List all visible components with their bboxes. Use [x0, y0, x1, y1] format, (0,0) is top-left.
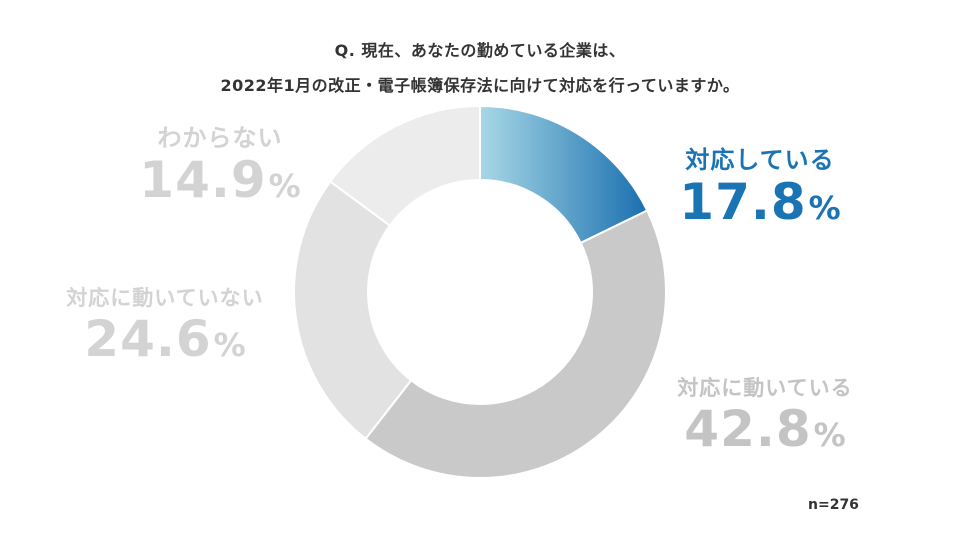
- slice-label-not-preparing: 対応に動いていない 24.6%: [40, 282, 290, 367]
- slice-label-responding-category: 対応している: [685, 146, 835, 174]
- slice-label-unknown-unit: %: [268, 167, 301, 205]
- slice-label-responding-percent: 17.8%: [660, 175, 860, 230]
- slice-label-preparing-value: 42.8: [684, 400, 812, 458]
- slice-label-unknown-value: 14.9: [139, 151, 267, 209]
- slice-label-not-preparing-percent: 24.6%: [40, 312, 290, 367]
- slice-label-responding: 対応している 17.8%: [660, 140, 860, 230]
- slice-label-not-preparing-value: 24.6: [84, 310, 212, 368]
- slice-label-unknown: わからない 14.9%: [110, 118, 330, 208]
- slice-label-responding-unit: %: [808, 189, 841, 227]
- slice-label-responding-value: 17.8: [679, 173, 807, 231]
- sample-size-note: n=276: [808, 497, 859, 513]
- slice-label-preparing-category: 対応に動いている: [677, 376, 853, 400]
- slice-unknown: [328, 104, 481, 227]
- chart-title-line-1: Q. 現在、あなたの勤めている企業は、: [334, 41, 626, 60]
- slice-label-preparing: 対応に動いている 42.8%: [665, 372, 865, 457]
- slice-label-preparing-percent: 42.8%: [665, 402, 865, 457]
- slice-not-preparing: [293, 180, 413, 441]
- chart-title-line-2: 2022年1月の改正・電子帳簿保存法に向けて対応を行っていますか。: [220, 76, 740, 95]
- slice-label-not-preparing-category: 対応に動いていない: [66, 286, 264, 310]
- slice-label-unknown-percent: 14.9%: [110, 153, 330, 208]
- slice-label-not-preparing-unit: %: [213, 326, 246, 364]
- slice-label-preparing-unit: %: [813, 416, 846, 454]
- slice-label-unknown-category: わからない: [157, 124, 283, 152]
- slice-preparing: [364, 209, 667, 479]
